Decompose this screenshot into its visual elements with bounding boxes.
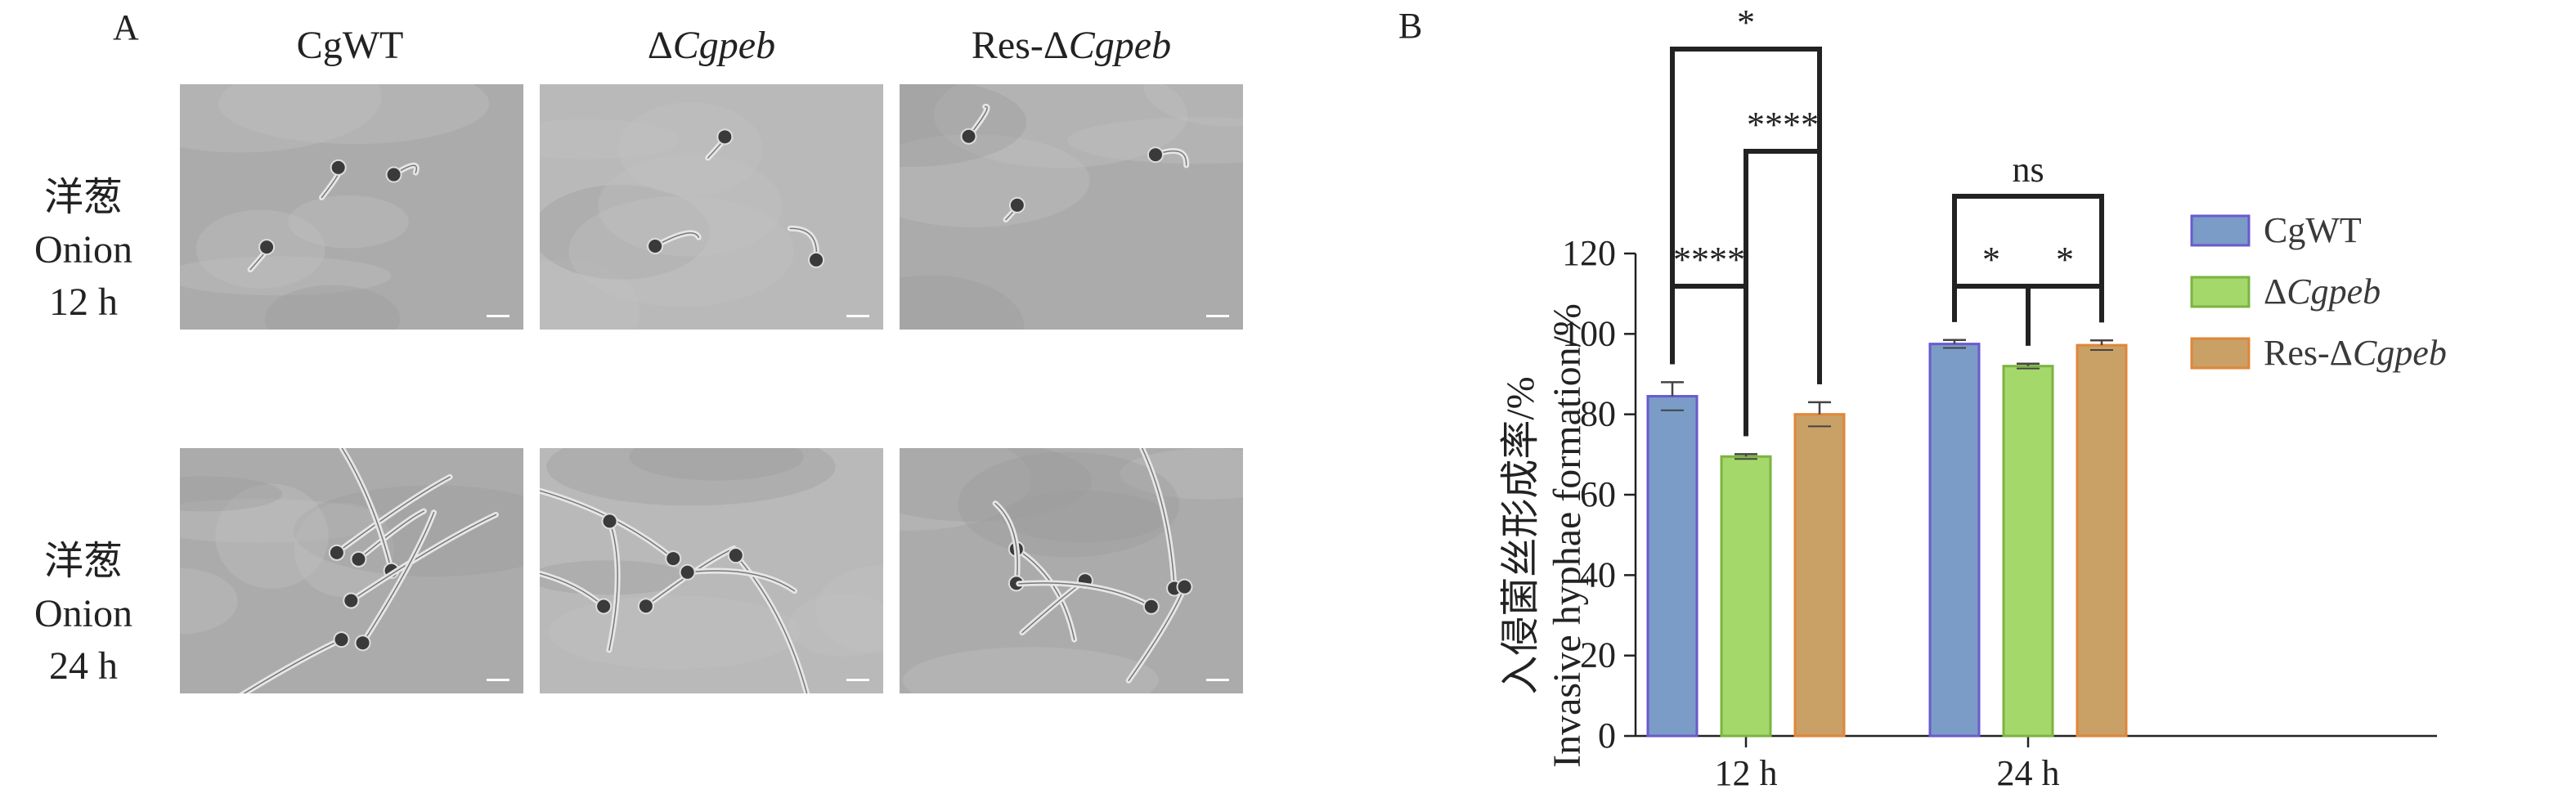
legend-swatch [2190,337,2251,370]
y-tick-label: 40 [1580,554,1616,594]
legend-label: CgWT [2264,210,2362,250]
micrograph-delta-cgpeb-12h [540,84,883,330]
y-tick-label: 60 [1580,474,1616,514]
micrograph-cgwt-12h [180,84,523,330]
row-label-cn: 洋葱 [43,176,123,219]
row-label-time: 24 h [49,644,118,688]
bar [1928,343,1981,738]
column-header-delta-cgpeb: ΔCgpeb [647,24,776,67]
y-tick-label: 120 [1562,233,1616,273]
significance-label: ns [2012,150,2044,190]
bar [2002,365,2054,738]
x-tick-label: 24 h [1997,753,2060,793]
micrograph-res-delta-cgpeb-24h [900,448,1243,693]
column-header-cgwt: CgWT [296,24,404,67]
column-header-res-delta-cgpeb: Res-ΔCgpeb [971,24,1172,67]
y-tick-label: 100 [1562,313,1616,353]
y-tick-label: 0 [1598,716,1616,756]
significance-bracket [1952,284,2031,346]
significance-bracket [2026,284,2104,346]
legend-label: ΔCgpeb [2264,271,2381,312]
micrograph-cgwt-24h [180,448,523,693]
bar [1646,395,1699,738]
row-label-en: Onion [34,592,132,635]
significance-label: * [1982,240,2000,280]
significance-label: **** [1747,105,1819,145]
row-label-time: 12 h [49,280,118,324]
bar [2076,343,2128,738]
significance-bracket [1744,149,1822,437]
row-label-en: Onion [34,228,132,271]
y-axis-label-cn: 入侵菌丝形成率/% [1499,376,1542,694]
row-header-onion-12h: 洋葱 Onion 12 h [10,172,157,329]
row-label-cn: 洋葱 [43,540,123,583]
significance-label: **** [1673,240,1745,280]
panel-b-letter: B [1398,6,1422,46]
y-axis-label-en: Invasive hyphae formation/% [1546,303,1589,768]
row-header-onion-24h: 洋葱 Onion 24 h [10,536,157,693]
legend-swatch [2190,276,2251,308]
bar-chart: B 0 20 40 60 80 100 120 入侵菌丝形成率/% Invasive hyphae… [1398,2,2447,793]
legend-swatch [2190,214,2251,247]
x-tick-label: 12 h [1715,753,1778,793]
micrograph-res-delta-cgpeb-12h [900,84,1243,330]
significance-label: * [1737,2,1755,43]
significance-bracket [1952,194,2104,323]
y-tick-label: 80 [1580,394,1616,434]
bar [1720,455,1772,738]
bar [1793,413,1846,738]
legend-label: Res-ΔCgpeb [2264,333,2447,373]
y-tick-label: 20 [1580,635,1616,675]
panel-a-letter: A [113,7,139,47]
micrograph-delta-cgpeb-24h [540,448,883,693]
significance-bracket [1670,47,1822,384]
significance-label: * [2056,240,2074,280]
